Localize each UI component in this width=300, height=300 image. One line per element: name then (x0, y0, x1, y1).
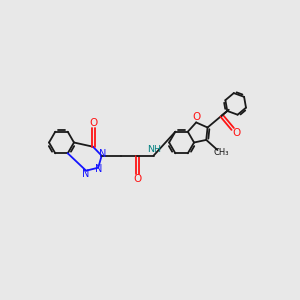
Text: N: N (95, 164, 103, 174)
Text: N: N (99, 149, 106, 159)
Text: O: O (232, 128, 240, 138)
Text: O: O (89, 118, 97, 128)
Text: O: O (133, 174, 141, 184)
Text: NH: NH (147, 145, 161, 154)
Text: N: N (82, 169, 90, 179)
Text: O: O (193, 112, 201, 122)
Text: CH₃: CH₃ (214, 148, 229, 157)
